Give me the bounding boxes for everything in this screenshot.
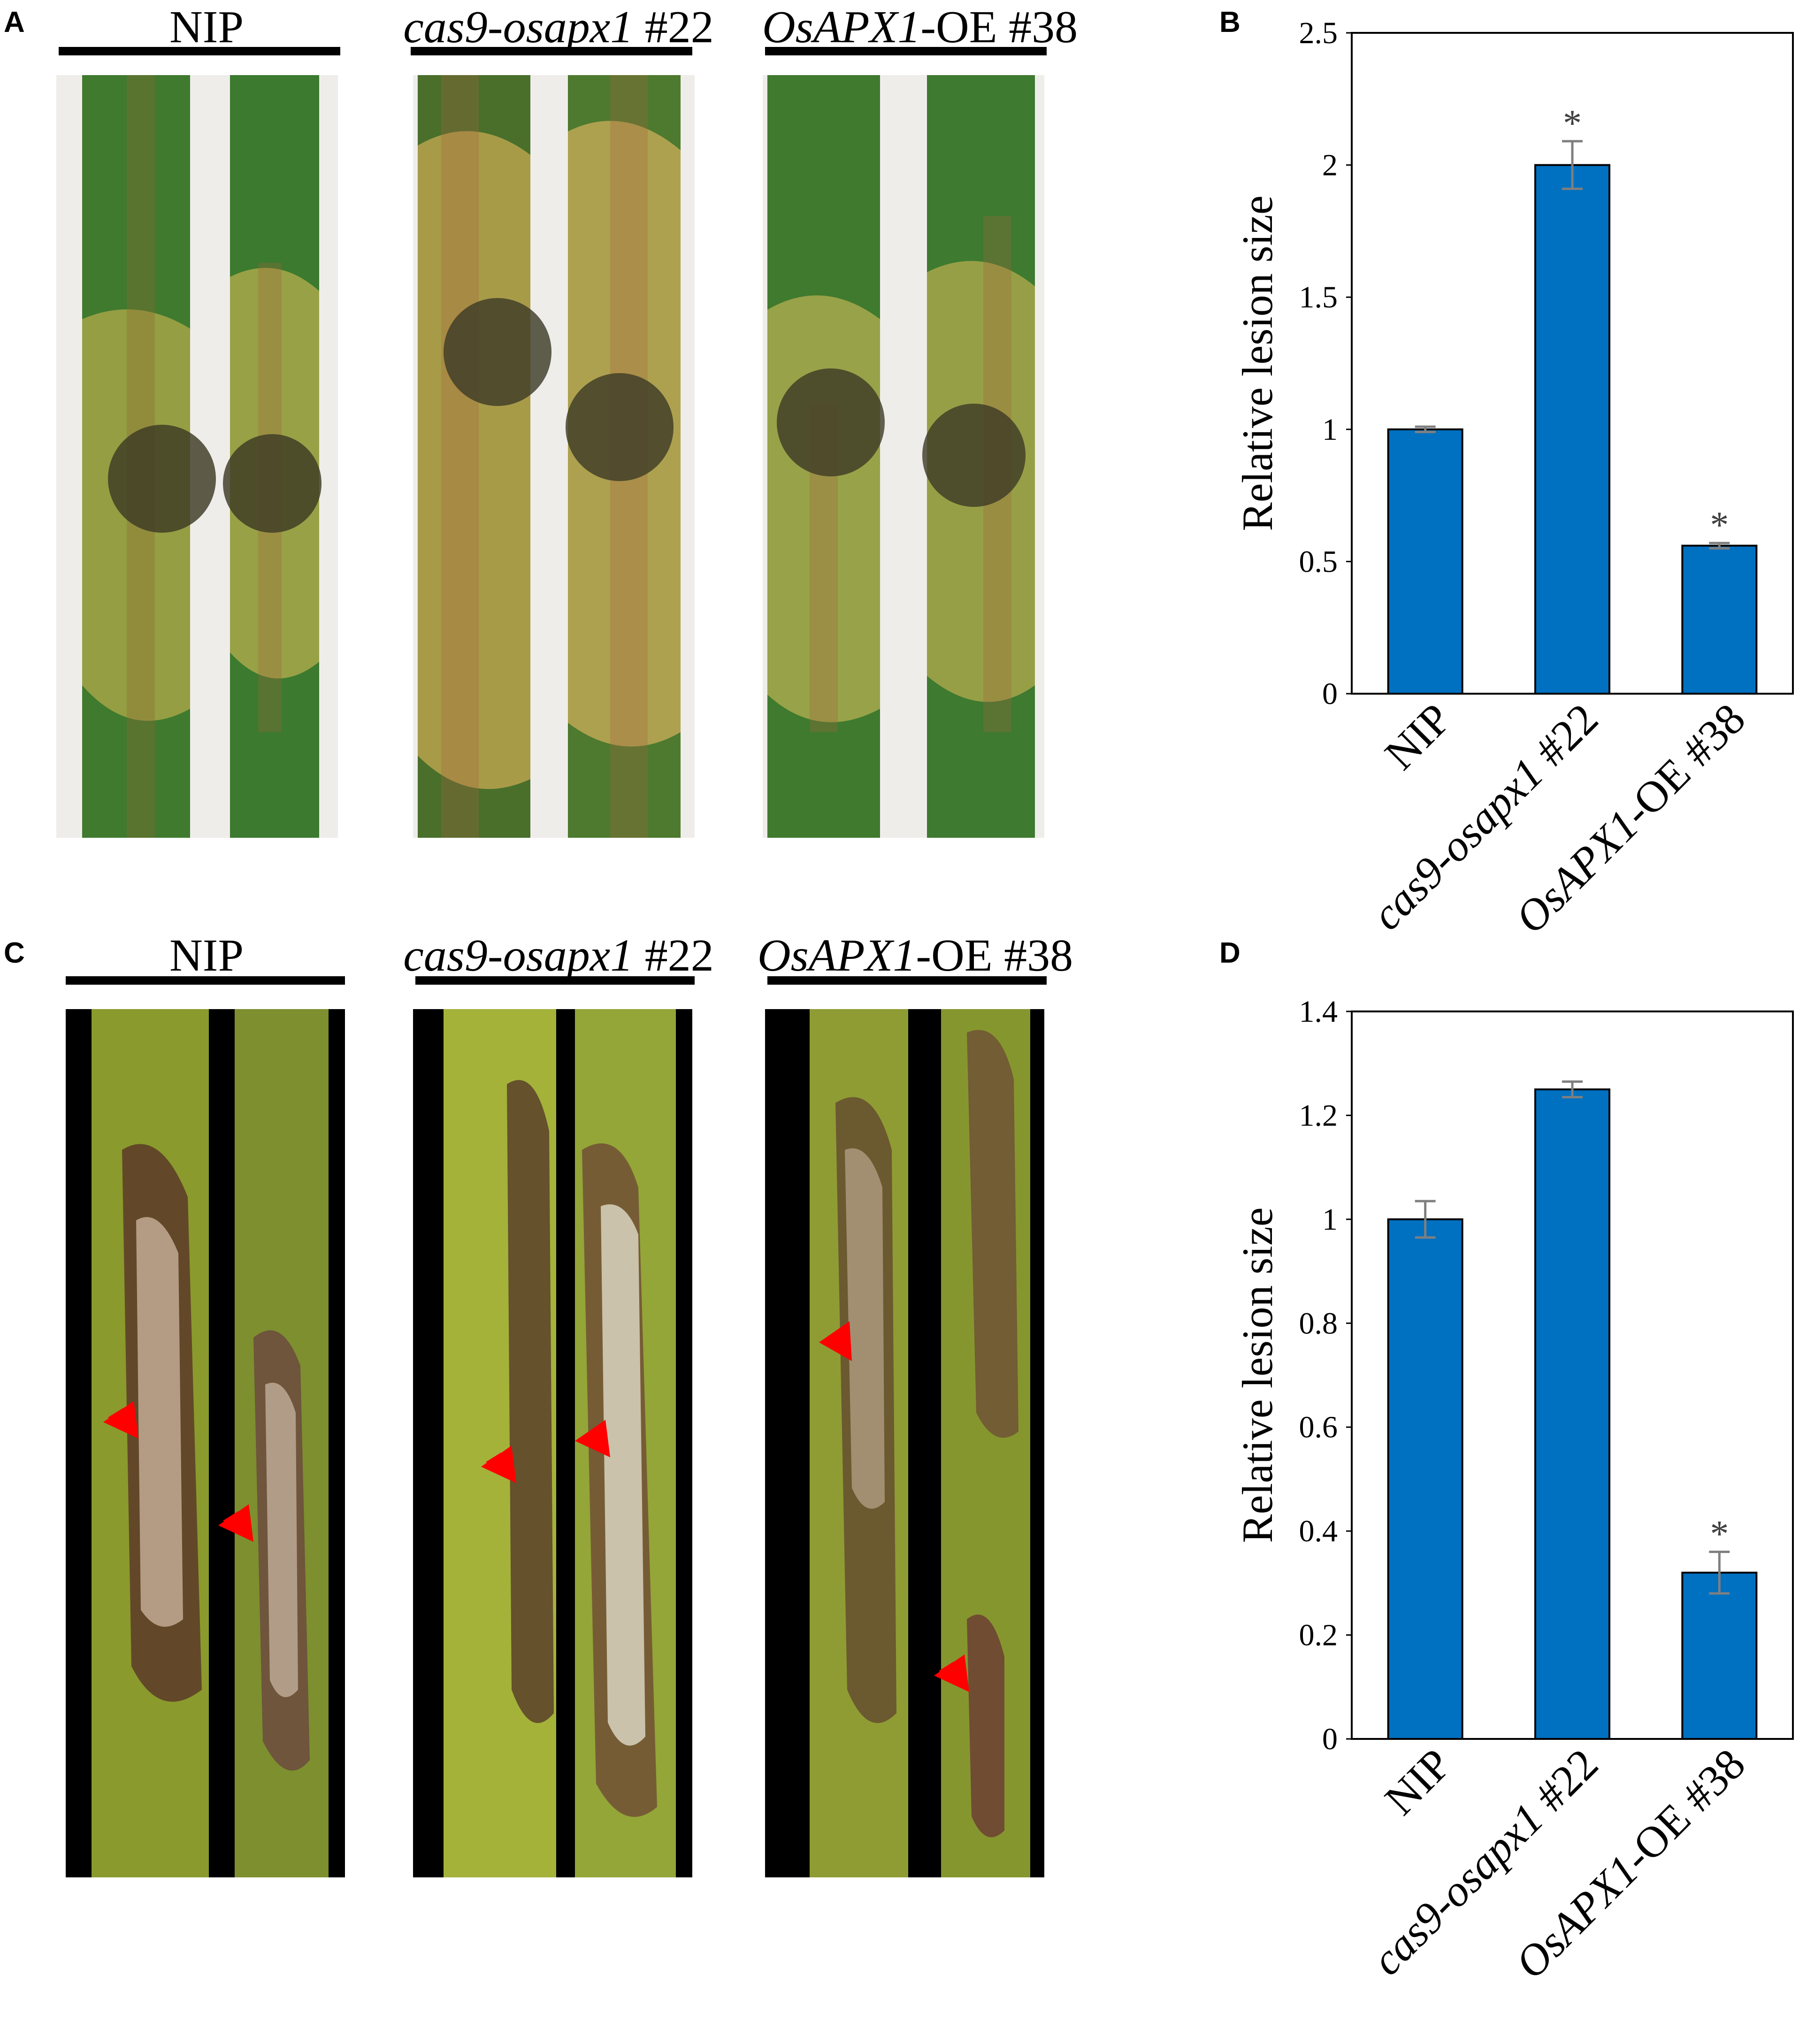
lesion-arrow-icon <box>575 1420 610 1457</box>
panel-c-photo-mutant <box>413 1009 692 1877</box>
y-tick-label: 1.2 <box>1299 1098 1338 1133</box>
panel-c-label-mutant: cas9-osapx1 #22 <box>403 930 714 981</box>
lesion-arrow-icon <box>486 1453 504 1474</box>
panel-label-a: A <box>4 6 25 38</box>
lesion-arrow-icon <box>223 1511 241 1532</box>
y-tick-label: 0.4 <box>1299 1514 1338 1548</box>
panel-c-photo-nip <box>66 1009 345 1877</box>
panel-label-b: B <box>1219 6 1240 38</box>
y-tick-label: 0.8 <box>1299 1306 1338 1340</box>
panel-a-label-bar-nip <box>59 47 340 55</box>
bar <box>1534 1088 1610 1740</box>
panel-label-c: C <box>4 937 25 969</box>
panel-c-label-bar-nip <box>66 976 345 985</box>
panel-c-photo-oe <box>765 1009 1044 1877</box>
panel-c-label-oe: OsAPX1-OE #38 <box>757 930 1073 981</box>
panel-c-label-bar-oe <box>767 976 1047 985</box>
y-tick-label: 2.5 <box>1299 16 1338 50</box>
y-tick-label: 0 <box>1322 677 1338 711</box>
panel-a-photo-mutant <box>413 75 695 838</box>
x-tick-label: NIP <box>1376 1739 1461 1824</box>
panel-a-label-bar-oe <box>765 47 1047 55</box>
significance-star: * <box>1710 1513 1729 1554</box>
y-tick-label: 0 <box>1322 1722 1338 1756</box>
panel-a-label-nip: NIP <box>169 2 244 53</box>
y-tick-label: 1.5 <box>1299 280 1338 314</box>
y-tick-label: 1 <box>1322 1202 1338 1237</box>
significance-star: * <box>1710 505 1729 546</box>
y-tick-label: 0.6 <box>1299 1410 1338 1445</box>
panel-a-label-oe: OsAPX1-OE #38 <box>762 2 1078 53</box>
panel-a-photo-oe <box>763 75 1044 838</box>
lesion-arrow-icon <box>939 1661 957 1683</box>
panel-c-label-nip: NIP <box>169 930 244 981</box>
lesion-arrow-icon <box>819 1321 852 1361</box>
panel-c-label-bar-mutant <box>415 976 695 985</box>
y-axis-label: Relative lesion size <box>1233 1207 1281 1543</box>
panel-a-group-nip: NIP cas9-osapx1 #22 OsAPX1-OE #38 <box>0 0 1807 845</box>
bar <box>1681 1571 1758 1740</box>
y-tick-label: 2 <box>1322 148 1338 183</box>
bar <box>1681 544 1758 695</box>
y-tick-label: 1.4 <box>1299 995 1338 1029</box>
y-tick-label: 0.5 <box>1299 544 1338 579</box>
panel-a-photo-nip <box>56 75 338 838</box>
significance-star: * <box>1563 103 1582 144</box>
bar <box>1534 164 1610 695</box>
lesion-arrow-icon <box>108 1408 126 1429</box>
bar <box>1387 1218 1463 1740</box>
panel-c-group: NIP cas9-osapx1 #22 OsAPX1-OE #38 <box>0 929 1080 1023</box>
y-tick-label: 0.2 <box>1299 1618 1338 1653</box>
panel-a-label-mutant: cas9-osapx1 #22 <box>403 2 714 53</box>
panel-d-chart: 0 0.2 0.4 0.6 0.8 1 1.2 1.4 Relative lesion size… <box>1233 995 1794 1988</box>
panel-label-d: D <box>1219 937 1240 969</box>
panel-a-label-bar-mutant <box>411 47 692 55</box>
y-axis-label: Relative lesion size <box>1233 195 1281 531</box>
y-tick-label: 1 <box>1322 413 1338 447</box>
